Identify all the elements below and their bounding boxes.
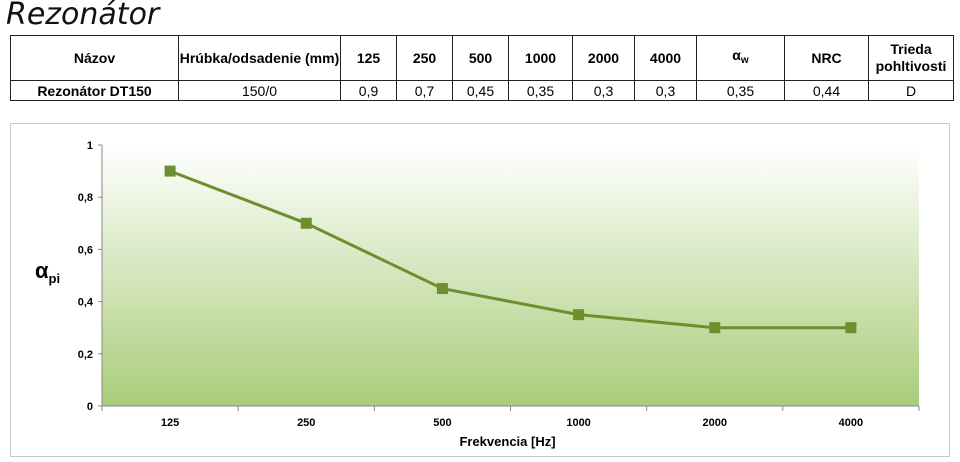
cell-class: D	[868, 80, 954, 101]
header-class: Trieda pohltivosti	[868, 35, 954, 81]
page-title: Rezonátor	[6, 0, 160, 32]
header-f4000: 4000	[634, 35, 697, 81]
cell-f250: 0,7	[396, 80, 453, 101]
y-tick-label: 0	[87, 401, 93, 413]
x-tick-label: 125	[161, 417, 179, 429]
header-thickness: Hrúbka/odsadenie (mm)	[178, 35, 341, 81]
header-nrc: NRC	[784, 35, 869, 81]
header-f125: 125	[340, 35, 397, 81]
cell-f500: 0,45	[452, 80, 509, 101]
x-tick-label: 1000	[566, 417, 590, 429]
y-axis-title: αpi	[35, 258, 60, 286]
table-row: Rezonátor DT150 150/0 0,9 0,7 0,45 0,35 …	[10, 80, 954, 101]
series-reflection-coefficient	[164, 165, 857, 334]
cell-thickness: 150/0	[178, 80, 341, 101]
data-point	[300, 217, 312, 229]
alpha-w-subscript: w	[740, 55, 749, 66]
y-axis-title-symbol: α	[35, 258, 49, 283]
y-tick-label: 0,6	[78, 244, 93, 256]
series-line	[169, 169, 851, 330]
y-tick-label: 0,4	[78, 297, 94, 309]
absorption-chart: 0 0,2 0,4 0,6 0,8 1 125 250 500 1000 2000 4000 αpi…	[35, 140, 920, 449]
data-point	[164, 165, 176, 177]
x-axis-title: Frekvencia [Hz]	[459, 434, 555, 449]
header-f500: 500	[452, 35, 509, 81]
cell-f125: 0,9	[340, 80, 397, 101]
cell-nrc: 0,44	[784, 80, 869, 101]
header-f250: 250	[396, 35, 453, 81]
data-point	[709, 322, 721, 334]
header-name: Názov	[10, 35, 179, 81]
y-tick-label: 0,2	[78, 349, 93, 361]
cell-alpha-w: 0,35	[696, 80, 785, 101]
y-tick-label: 0,8	[78, 192, 93, 204]
y-tick-label: 1	[87, 140, 93, 152]
cell-f4000: 0,3	[634, 80, 697, 101]
header-f1000: 1000	[508, 35, 573, 81]
header-alpha-w: αw	[696, 35, 785, 81]
plot-area	[102, 145, 919, 406]
header-f2000: 2000	[572, 35, 635, 81]
alpha-w-symbol: α	[732, 47, 741, 63]
data-point	[436, 283, 448, 295]
x-tick-label: 2000	[703, 417, 727, 429]
x-tick-label: 250	[297, 417, 315, 429]
data-point	[845, 322, 857, 334]
y-axis-title-subscript: pi	[49, 271, 61, 286]
x-tick-label: 4000	[839, 417, 863, 429]
cell-name: Rezonátor DT150	[10, 80, 179, 101]
absorption-table: Názov Hrúbka/odsadenie (mm) 125 250 500 …	[10, 35, 954, 101]
table-header-row: Názov Hrúbka/odsadenie (mm) 125 250 500 …	[10, 35, 954, 81]
cell-f1000: 0,35	[508, 80, 573, 101]
chart-frame: 0 0,2 0,4 0,6 0,8 1 125 250 500 1000 2000 4000 αpi…	[10, 123, 950, 457]
cell-f2000: 0,3	[572, 80, 635, 101]
x-tick-label: 500	[433, 417, 451, 429]
x-axis: 125 250 500 1000 2000 4000	[101, 405, 920, 429]
y-axis: 0 0,2 0,4 0,6 0,8 1	[78, 140, 103, 413]
data-point	[573, 309, 585, 321]
